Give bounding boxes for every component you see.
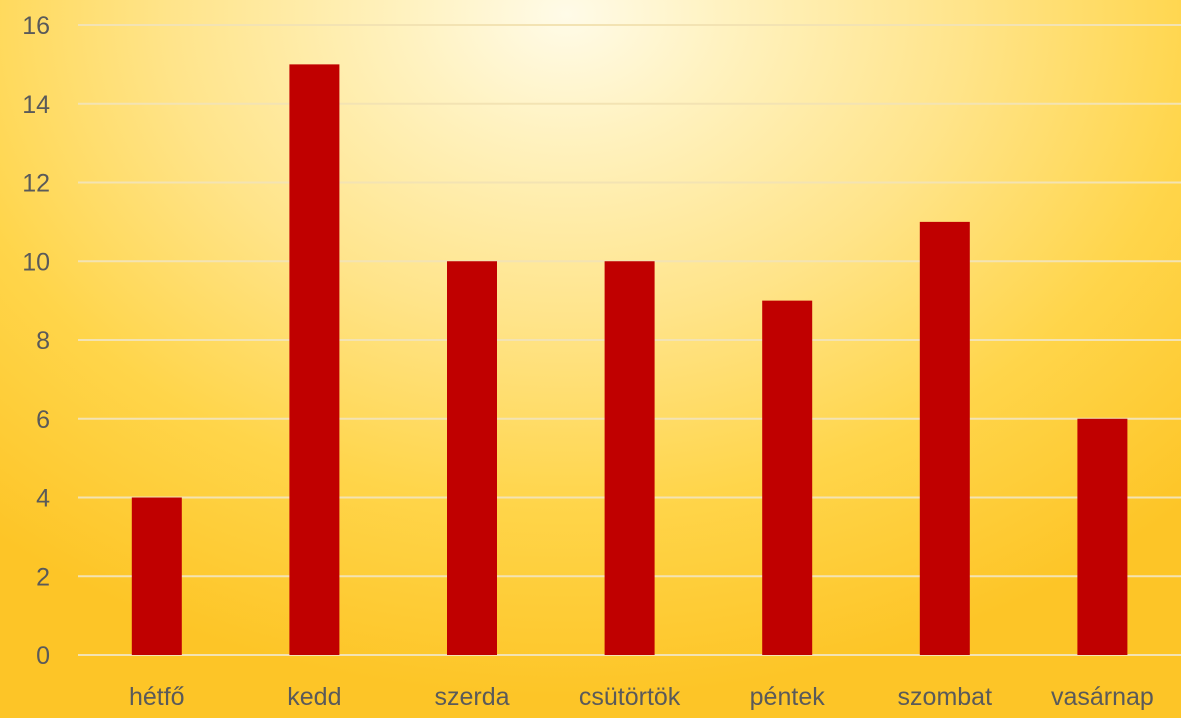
y-tick-label: 16 xyxy=(22,12,50,40)
bar-4 xyxy=(762,300,813,655)
y-tick-label: 0 xyxy=(36,642,50,670)
bar-5 xyxy=(919,221,970,655)
x-axis-labels: hétfő kedd szerda csütörtök péntek szombat vas… xyxy=(129,683,1154,711)
bar-6 xyxy=(1077,418,1128,655)
y-tick-label: 8 xyxy=(36,327,50,355)
bar-2 xyxy=(447,261,497,655)
y-tick-label: 14 xyxy=(22,91,50,119)
y-tick-label: 12 xyxy=(22,170,50,198)
bars xyxy=(131,64,1128,655)
y-tick-label: 6 xyxy=(36,406,50,434)
y-tick-label: 10 xyxy=(22,248,50,276)
x-category-label: kedd xyxy=(287,683,341,711)
x-category-label: szombat xyxy=(898,683,993,711)
bar-1 xyxy=(289,64,340,655)
x-category-label: szerda xyxy=(434,683,509,711)
x-category-label: péntek xyxy=(750,683,826,711)
y-axis-ticks: 0 2 4 6 8 10 12 14 16 xyxy=(22,12,50,670)
x-category-label: hétfő xyxy=(129,683,185,711)
bar-3 xyxy=(604,261,655,655)
bar-0 xyxy=(131,497,182,655)
y-tick-label: 2 xyxy=(36,563,50,591)
y-tick-label: 4 xyxy=(36,485,50,513)
x-category-label: vasárnap xyxy=(1051,683,1154,711)
x-category-label: csütörtök xyxy=(579,683,681,711)
